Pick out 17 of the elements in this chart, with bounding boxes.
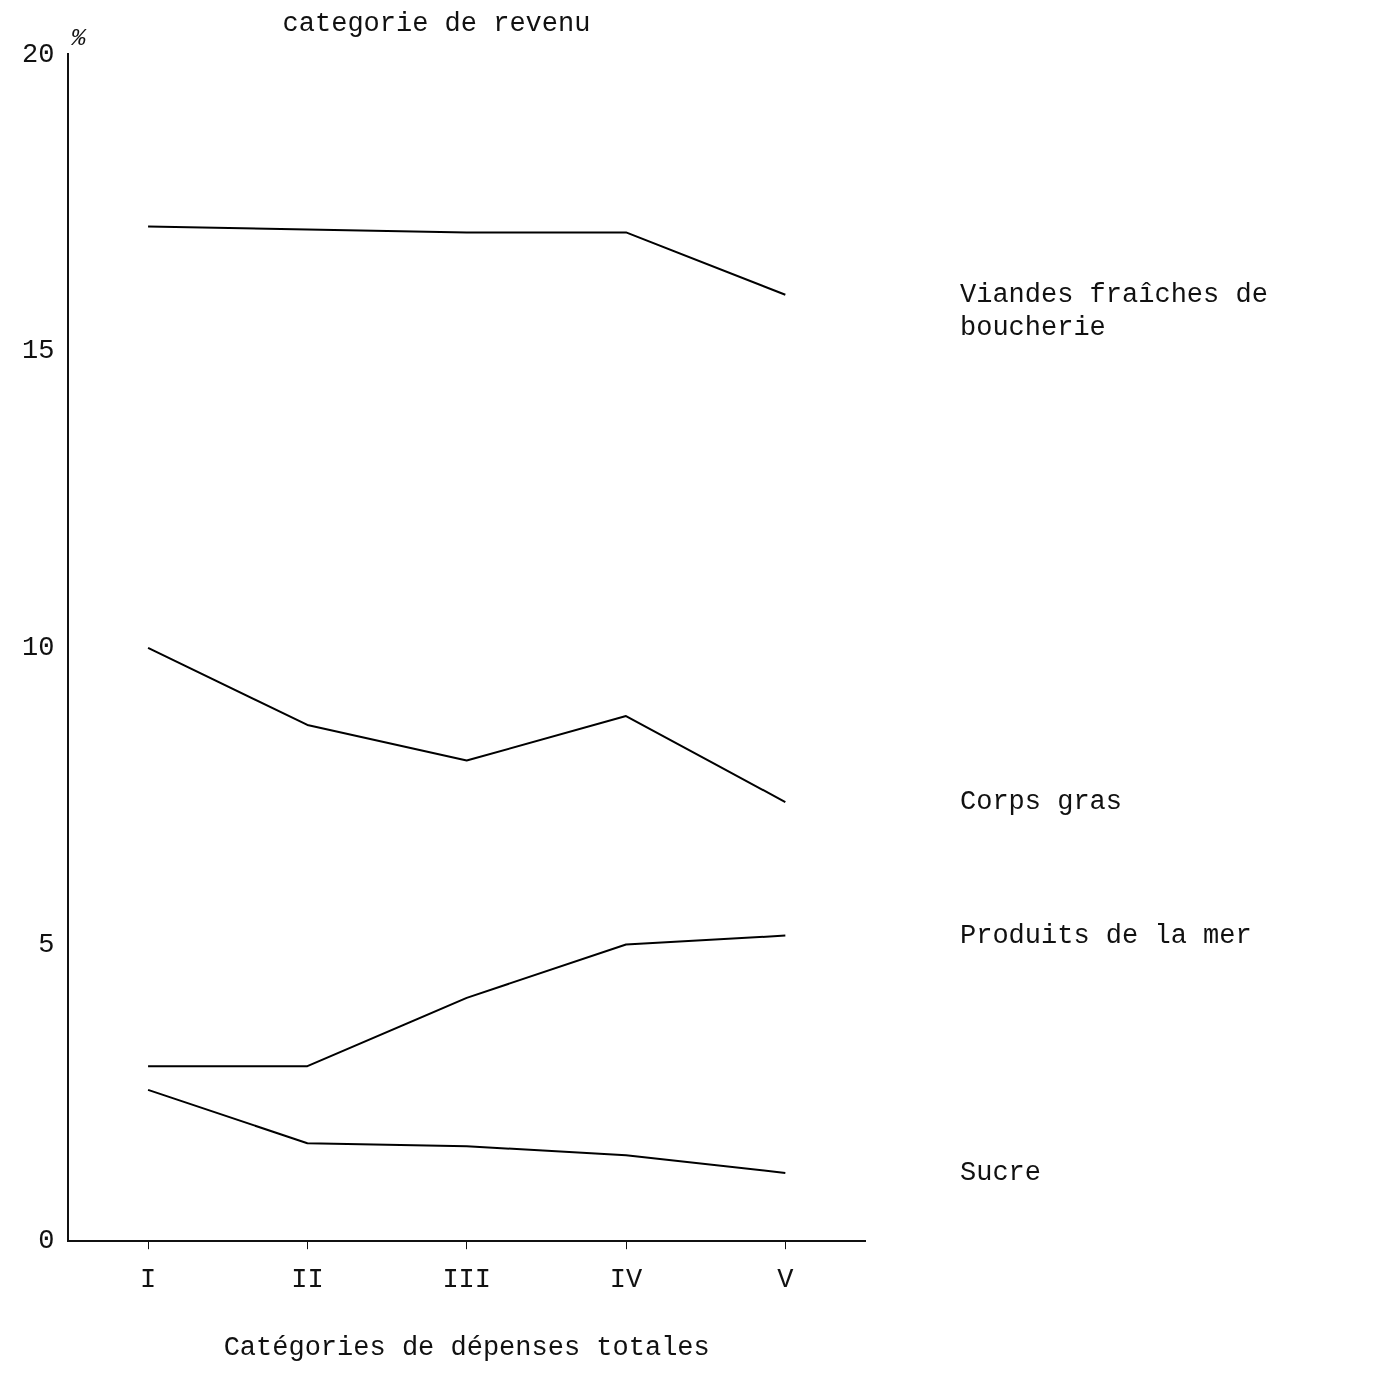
- x-tick-label: III: [442, 1264, 492, 1295]
- x-tick-label: IV: [609, 1264, 644, 1295]
- y-tick-label: 20: [22, 39, 55, 70]
- x-axis-title: Catégories de dépenses totales: [223, 1332, 710, 1363]
- y-tick-label: 0: [38, 1226, 55, 1257]
- text: Corps gras: [960, 787, 1123, 818]
- x-tick-label: II: [291, 1264, 324, 1295]
- y-tick-label: 5: [38, 929, 55, 960]
- y-axis-title: %: [70, 24, 88, 52]
- y-tick-label: 15: [22, 336, 55, 367]
- text: Sucre: [960, 1158, 1042, 1189]
- text: Viandes fraîches de boucherie: [960, 279, 1268, 343]
- y-tick-label: 10: [22, 632, 55, 663]
- x-tick-label: I: [139, 1264, 157, 1295]
- text: Produits de la mer: [960, 920, 1252, 951]
- chart-title: categorie de revenu: [282, 9, 591, 40]
- x-tick-label: V: [777, 1264, 795, 1295]
